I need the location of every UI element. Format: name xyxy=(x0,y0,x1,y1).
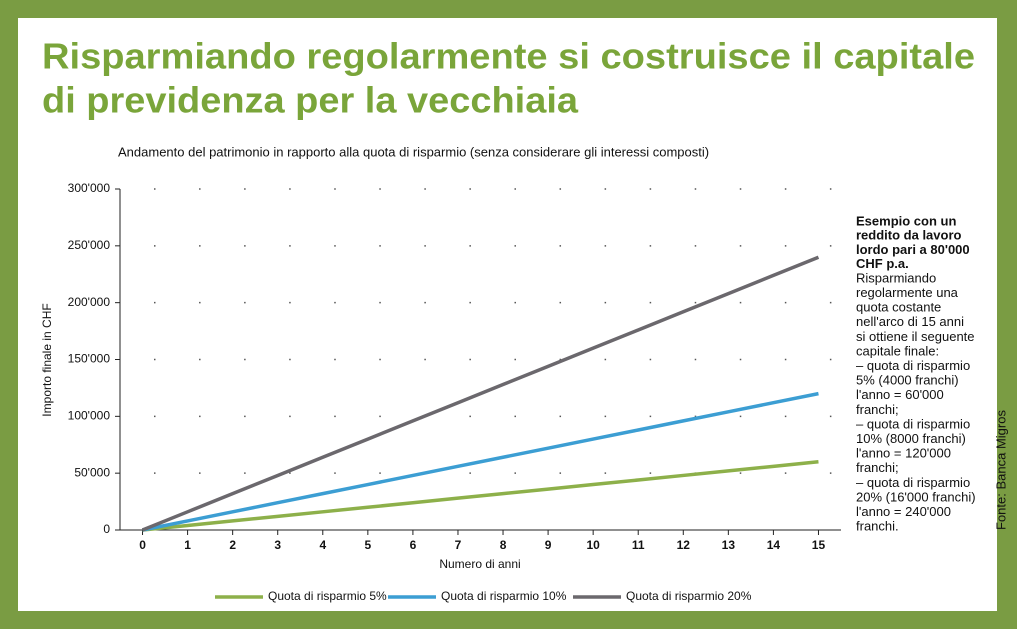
note-heading: reddito da lavoro xyxy=(856,228,962,243)
x-tick-label: 10 xyxy=(586,538,600,552)
panel xyxy=(18,18,997,611)
note-line: franchi. xyxy=(856,519,899,534)
y-tick-label: 100'000 xyxy=(68,409,111,423)
chart-title: di previdenza per la vecchiaia xyxy=(42,80,579,121)
x-tick-label: 7 xyxy=(455,538,462,552)
y-tick-label: 0 xyxy=(103,522,110,536)
note-heading: lordo pari a 80'000 xyxy=(856,242,970,257)
y-tick-label: 250'000 xyxy=(68,238,111,252)
x-tick-label: 6 xyxy=(410,538,417,552)
note-line: 5% (4000 franchi) xyxy=(856,373,959,388)
source: Fonte: Banca Migros xyxy=(993,410,1008,530)
x-tick-label: 13 xyxy=(722,538,736,552)
x-tick-label: 11 xyxy=(632,538,645,552)
legend-label: Quota di risparmio 10% xyxy=(441,589,567,603)
y-tick-label: 50'000 xyxy=(74,465,110,479)
x-axis-label: Numero di anni xyxy=(439,557,520,571)
chart-title: Risparmiando regolarmente si costruisce … xyxy=(42,36,975,77)
note-line: – quota di risparmio xyxy=(856,475,970,490)
note-line: franchi; xyxy=(856,460,899,475)
x-tick-label: 15 xyxy=(812,538,826,552)
x-tick-label: 5 xyxy=(365,538,372,552)
note-line: quota costante xyxy=(856,300,941,315)
note-line: regolarmente una xyxy=(856,285,959,300)
series-line xyxy=(142,391,819,532)
note-line: Risparmiando xyxy=(856,270,936,285)
note-line: 20% (16'000 franchi) xyxy=(856,489,976,504)
x-tick-label: 3 xyxy=(274,538,281,552)
note-line: l'anno = 60'000 xyxy=(856,387,944,402)
x-tick-label: 2 xyxy=(229,538,236,552)
note-line: 10% (8000 franchi) xyxy=(856,431,966,446)
note-heading: CHF p.a. xyxy=(856,256,909,271)
y-tick-label: 200'000 xyxy=(68,295,111,309)
x-tick-label: 12 xyxy=(677,538,691,552)
note-line: – quota di risparmio xyxy=(856,358,970,373)
note-line: franchi; xyxy=(856,402,899,417)
x-tick-label: 14 xyxy=(767,538,781,552)
legend-label: Quota di risparmio 20% xyxy=(626,589,752,603)
note-line: l'anno = 240'000 xyxy=(856,504,951,519)
note-line: capitale finale: xyxy=(856,343,939,358)
note-heading: Esempio con un xyxy=(856,213,956,228)
note-line: – quota di risparmio xyxy=(856,416,970,431)
chart-subtitle: Andamento del patrimonio in rapporto all… xyxy=(118,144,709,159)
y-tick-label: 150'000 xyxy=(68,352,111,366)
x-tick-label: 9 xyxy=(545,538,552,552)
note-line: si ottiene il seguente xyxy=(856,329,975,344)
note-line: l'anno = 120'000 xyxy=(856,446,951,461)
y-tick-label: 300'000 xyxy=(68,181,111,195)
legend-label: Quota di risparmio 5% xyxy=(268,589,387,603)
x-tick-label: 4 xyxy=(319,538,326,552)
series-line xyxy=(141,255,820,532)
series-line xyxy=(142,460,819,532)
note-line: nell'arco di 15 anni xyxy=(856,314,964,329)
x-tick-label: 8 xyxy=(500,538,507,552)
x-tick-label: 0 xyxy=(139,538,146,552)
x-tick-label: 1 xyxy=(184,538,191,552)
y-axis-label: Importo finale in CHF xyxy=(40,303,54,416)
